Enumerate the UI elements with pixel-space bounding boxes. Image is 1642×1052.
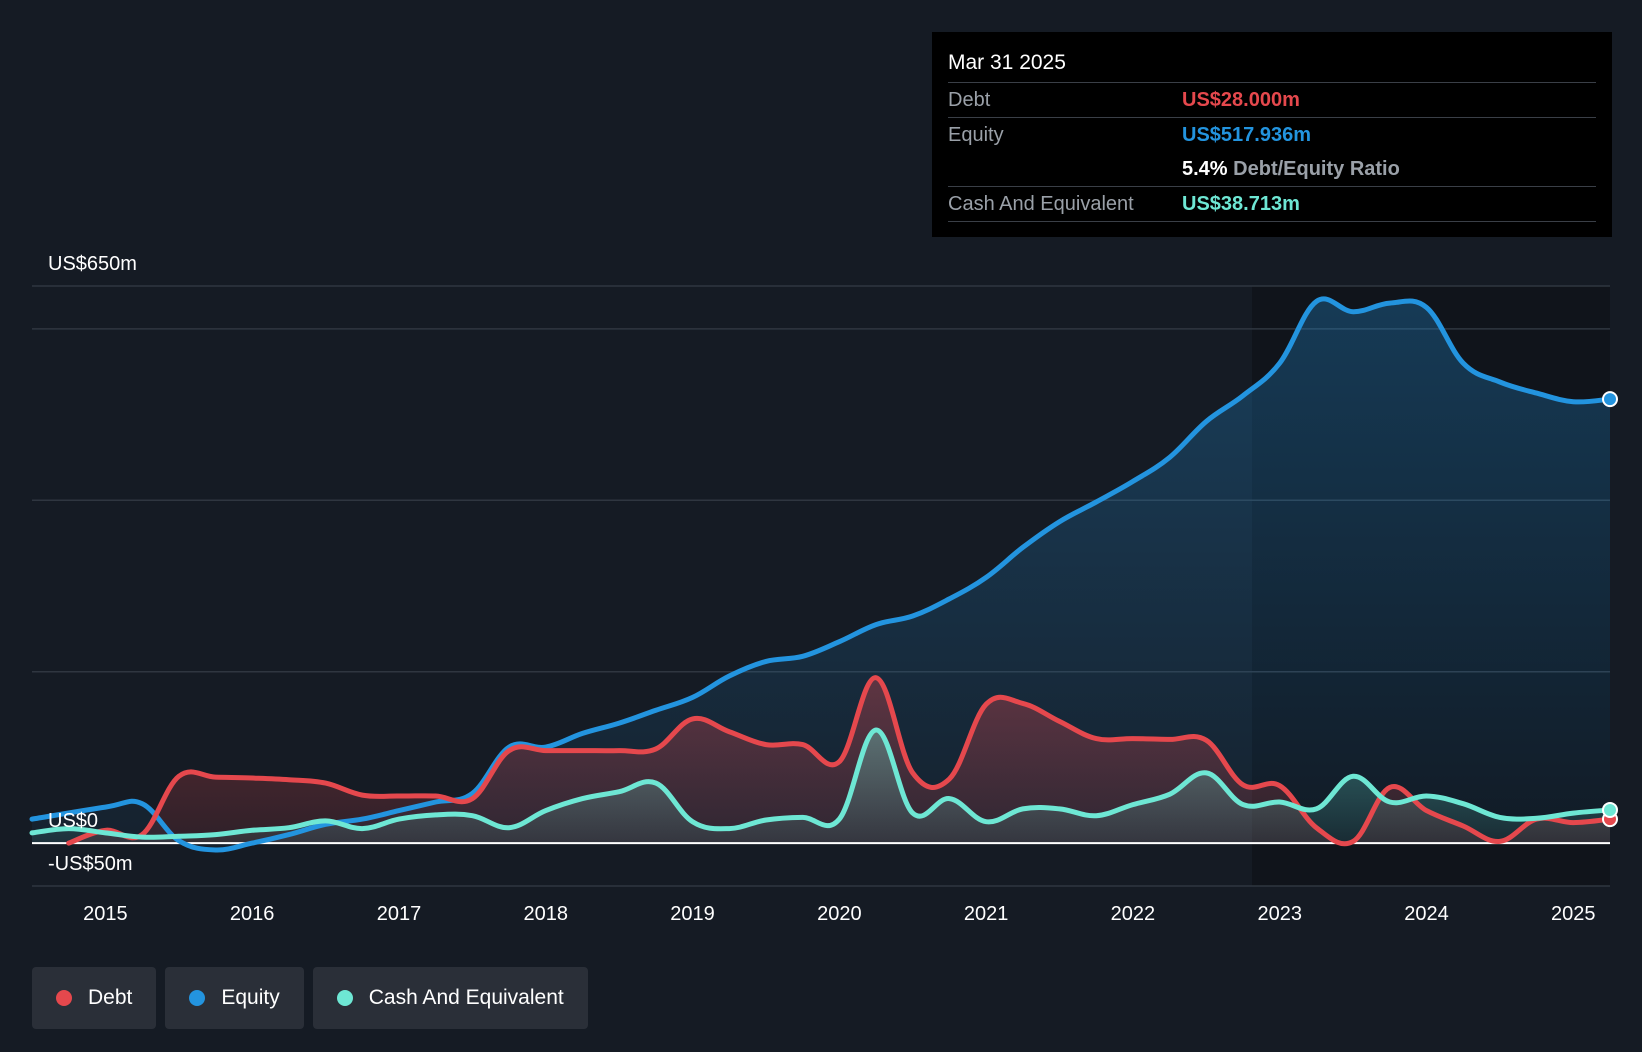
equity-endpoint xyxy=(1602,391,1618,408)
x-tick-label: 2015 xyxy=(83,903,128,925)
cash-endpoint xyxy=(1602,801,1618,818)
tooltip-cash-value: US$38.713m xyxy=(1182,193,1300,215)
tooltip-equity-value: US$517.936m xyxy=(1182,124,1311,146)
x-tick-label: 2017 xyxy=(377,903,422,925)
series-lines xyxy=(29,296,1613,853)
x-tick-label: 2018 xyxy=(524,903,569,925)
legend-label-equity: Equity xyxy=(221,986,280,1009)
tooltip-debt-row: Debt US$28.000m xyxy=(948,83,1596,118)
x-tick-label: 2023 xyxy=(1257,903,1302,925)
debt-line xyxy=(66,675,1613,847)
tooltip-equity-row: Equity US$517.936m xyxy=(948,118,1596,152)
tooltip-date: Mar 31 2025 xyxy=(948,44,1596,83)
tooltip-debt-value: US$28.000m xyxy=(1182,89,1300,111)
series-endpoints xyxy=(1602,391,1618,828)
tooltip-cash-label: Cash And Equivalent xyxy=(948,193,1134,215)
equity-area xyxy=(32,298,1610,851)
legend-dot-equity xyxy=(189,990,206,1006)
tooltip-cash-row: Cash And Equivalent US$38.713m xyxy=(948,187,1596,222)
legend-label-cash: Cash And Equivalent xyxy=(368,986,564,1009)
series-areas xyxy=(32,298,1611,851)
legend-item-equity[interactable]: Equity xyxy=(165,967,304,1029)
y-label-zero: US$0 xyxy=(48,810,98,832)
tooltip-ratio-row: 5.4% Debt/Equity Ratio xyxy=(948,152,1596,187)
tooltip-debt-label: Debt xyxy=(948,89,991,111)
legend-dot-debt xyxy=(56,990,72,1006)
x-tick-label: 2020 xyxy=(817,903,862,925)
cash-line xyxy=(29,727,1613,840)
x-tick-label: 2021 xyxy=(964,903,1009,925)
tooltip-ratio-label: Debt/Equity Ratio xyxy=(1233,158,1400,180)
x-tick-label: 2025 xyxy=(1551,903,1596,925)
legend-item-cash[interactable]: Cash And Equivalent xyxy=(312,967,588,1029)
x-tick-label: 2019 xyxy=(670,903,715,925)
equity-line xyxy=(29,296,1613,853)
x-axis-ticks: 2015 2016 2017 2018 2019 2020 2021 2022 2023 2024… xyxy=(83,903,1595,925)
tooltip-panel: Mar 31 2025 Debt US$28.000m Equity US$51… xyxy=(932,32,1612,237)
legend-dot-cash xyxy=(336,990,353,1006)
x-tick-label: 2024 xyxy=(1404,903,1449,925)
legend-item-debt[interactable]: Debt xyxy=(32,967,157,1029)
x-tick-label: 2022 xyxy=(1111,903,1156,925)
legend-label-debt: Debt xyxy=(88,986,133,1009)
legend: Debt Equity Cash And Equivalent xyxy=(32,967,588,1029)
x-tick-label: 2016 xyxy=(230,903,275,925)
cash-area xyxy=(32,729,1610,844)
y-label-bottom: -US$50m xyxy=(48,853,132,875)
y-label-top: US$650m xyxy=(48,253,137,275)
tooltip-ratio-value: 5.4% xyxy=(1182,158,1228,180)
tooltip-equity-label: Equity xyxy=(948,124,1004,146)
